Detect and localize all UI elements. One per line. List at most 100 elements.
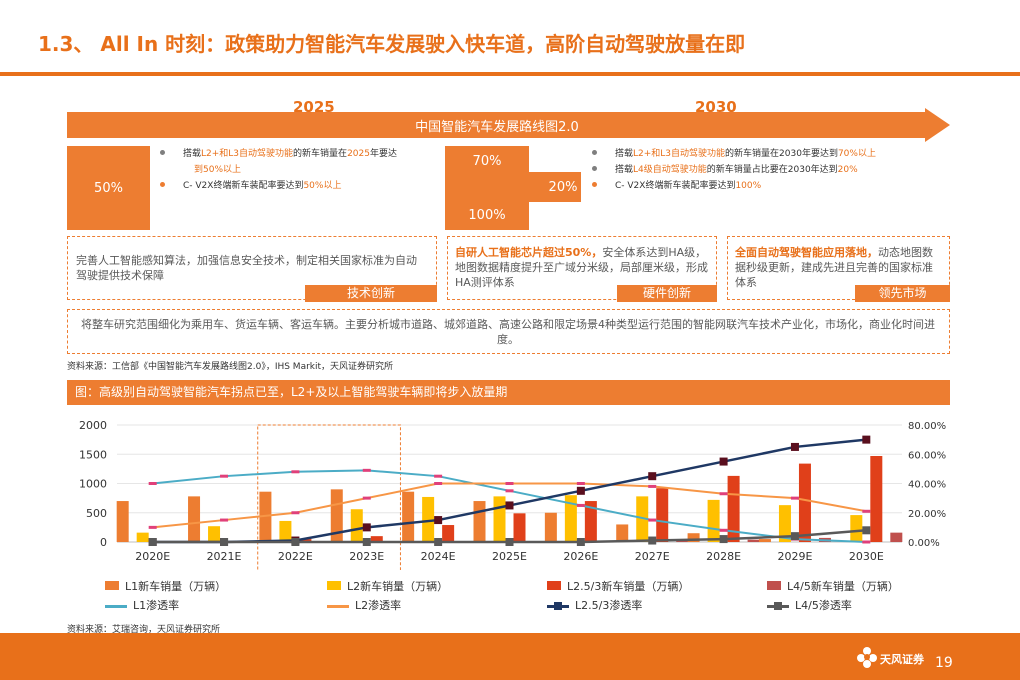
pillar-hardware-tag: 硬件创新 <box>617 285 717 302</box>
bullet-dot-gray-icon <box>592 166 597 171</box>
marker-l2-rate <box>719 492 728 496</box>
marker-l45-rate <box>576 538 585 546</box>
x-tick-label: 2030E <box>849 550 884 563</box>
y-left-tick-label: 1500 <box>79 448 107 461</box>
x-tick-label: 2022E <box>278 550 313 563</box>
legend-swatch-icon <box>767 581 781 590</box>
pillar-tech: 完善人工智能感知算法，加强信息安全技术，制定相关国家标准为自动驾驶提供技术保障 <box>67 236 437 300</box>
marker-l1-rate <box>434 474 443 478</box>
year-2025: 2025 <box>293 98 335 116</box>
legend-swatch-icon <box>105 581 119 590</box>
legend-l25-rate: L2.5/3渗透率 <box>547 597 642 613</box>
marker-l1-rate <box>862 540 871 544</box>
bullets-2030: 搭载L2+和L3自动驾驶功能的新车销量在2030年要达到70%以上 搭载L4级自… <box>592 146 932 194</box>
legend-l45-rate: L4/5渗透率 <box>767 597 852 613</box>
marker-l1-rate <box>291 470 300 474</box>
footer-bar <box>0 633 1020 680</box>
legend-swatch-icon <box>547 581 561 590</box>
bar-l1 <box>259 491 272 542</box>
marker-l25-rate <box>719 457 728 466</box>
y-right-tick-label: 0.00% <box>908 538 940 549</box>
marker-l45-rate <box>719 535 728 544</box>
marker-l2-rate <box>505 482 514 485</box>
legend-line-icon <box>547 601 569 610</box>
bullet-2025-1-cont: 到50%以上 <box>194 165 242 175</box>
marker-l1-rate <box>505 489 514 493</box>
year-2030: 2030 <box>695 98 737 116</box>
legend-l45-sales: L4/5新车销量（万辆） <box>767 578 899 594</box>
marker-l1-rate <box>719 528 728 532</box>
source-chart: 资料来源：艾瑞咨询，天风证券研究所 <box>67 625 221 635</box>
bar-l2 <box>208 526 221 542</box>
pillar-tech-text: 完善人工智能感知算法，加强信息安全技术，制定相关国家标准为自动驾驶提供技术保障 <box>76 254 417 282</box>
x-tick-label: 2028E <box>706 550 741 563</box>
x-tick-label: 2027E <box>635 550 670 563</box>
marker-l2-rate <box>362 496 371 500</box>
legend-l2-sales: L2新车销量（万辆） <box>327 578 448 594</box>
y-left-tick-label: 0 <box>100 536 107 549</box>
bullet-dot-gray-icon <box>592 150 597 155</box>
bar-l1 <box>687 533 700 542</box>
page-title: 1.3、 All In 时刻：政策助力智能汽车发展驶入快车道，高阶自动驾驶放量在… <box>38 32 746 56</box>
marker-l25-rate <box>362 523 371 532</box>
bar-l2 <box>564 495 577 542</box>
marker-l45-rate <box>790 532 799 541</box>
bullet-dot-orange-icon <box>592 182 597 187</box>
marker-l1-rate <box>576 503 585 507</box>
bar-l45 <box>747 539 760 542</box>
brand-name: 天风证券 <box>880 653 924 666</box>
title-divider <box>0 72 1020 76</box>
bullet-dot-orange-icon <box>160 182 165 187</box>
pillar-market: 全面自动驾驶智能应用落地，动态地图数据秒级更新，建成先进且完善的国家标准体系 <box>727 236 950 300</box>
bar-l2 <box>136 532 149 542</box>
bar-l25 <box>513 513 526 542</box>
marker-l2-rate <box>862 509 871 513</box>
roadmap-banner-text: 中国智能汽车发展路线图2.0 <box>415 120 579 135</box>
bar-l25 <box>442 525 455 542</box>
x-tick-label: 2025E <box>492 550 527 563</box>
marker-l25-rate <box>648 472 657 481</box>
pillar-market-tag: 领先市场 <box>855 285 950 302</box>
bar-l1 <box>616 524 629 542</box>
pillar-hardware-text: 自研人工智能芯片超过50%，安全体系达到HA级，地图数据精度提升至广域分米级，局… <box>455 246 708 289</box>
bar-l1 <box>116 501 129 542</box>
bar-l2 <box>493 496 506 542</box>
bar-l2 <box>422 496 435 542</box>
roadmap-arrow <box>67 108 950 142</box>
bullet-2025-1: 搭载L2+和L3自动驾驶功能的新车销量在2025年要达 <box>160 146 440 162</box>
marker-l1-rate <box>220 474 229 478</box>
marker-l2-rate <box>576 482 585 485</box>
marker-l25-rate <box>790 442 799 451</box>
target-2030-box-20: 20% <box>445 172 581 202</box>
brand-logo-icon <box>857 647 877 668</box>
x-tick-label: 2023E <box>349 550 384 563</box>
y-right-tick-label: 60.00% <box>908 450 946 461</box>
y-left-tick-label: 500 <box>86 507 107 520</box>
marker-l45-rate <box>291 538 300 546</box>
x-tick-label: 2026E <box>563 550 598 563</box>
marker-l25-rate <box>505 501 514 510</box>
x-tick-label: 2020E <box>135 550 170 563</box>
marker-l25-rate <box>862 435 871 444</box>
y-right-tick-label: 80.00% <box>908 421 946 432</box>
figure-title: 图：高级别自动驾驶智能汽车拐点已至，L2+及以上智能驾驶车辆即将步入放量期 <box>67 380 950 405</box>
marker-l2-rate <box>220 518 229 522</box>
y-right-tick-label: 40.00% <box>908 480 946 491</box>
target-2025-box: 50% <box>67 146 150 230</box>
bullet-2030-2: 搭载L4级自动驾驶功能的新车销量占比要在2030年达到20% <box>592 162 932 178</box>
bullets-2025: 搭载L2+和L3自动驾驶功能的新车销量在2025年要达 到50%以上 C- V2… <box>160 146 440 194</box>
marker-l1-rate <box>648 518 657 522</box>
target-2030-box-100: 100% <box>445 200 529 230</box>
target-2030-box-70: 70% <box>445 146 529 176</box>
marker-l25-rate <box>434 516 443 525</box>
marker-l25-rate <box>576 486 585 495</box>
marker-l1-rate <box>148 482 157 485</box>
marker-l2-rate <box>648 484 657 488</box>
legend-line-icon <box>767 601 789 610</box>
bullet-2025-2: C- V2X终端新车装配率要达到50%以上 <box>160 178 440 194</box>
bar-l1 <box>544 512 557 542</box>
bar-l25 <box>370 536 383 542</box>
marker-l45-rate <box>434 538 443 546</box>
legend-l2-rate: L2渗透率 <box>327 597 401 613</box>
bar-l1 <box>330 489 343 542</box>
